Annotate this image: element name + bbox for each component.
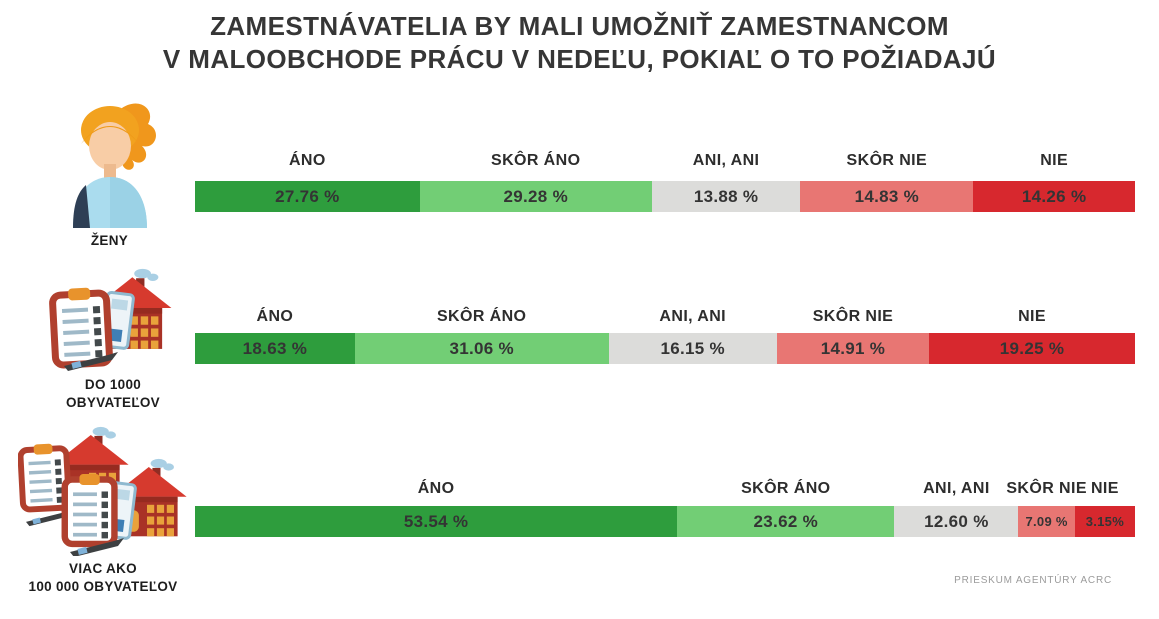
stacked-bar-row-2: 18.63 % 31.06 % 16.15 % 14.91 % 19.25 % [195,333,1135,364]
group-zeny: ŽENY [52,100,167,250]
segment-header: NIE [1018,308,1046,325]
bar-segment: 23.62 % [677,506,895,537]
chart-title: ZAMESTNÁVATELIA BY MALI UMOŽNIŤ ZAMESTNA… [0,10,1159,75]
segment-header: ÁNO [417,480,455,497]
bar-segment: 13.88 % [651,181,801,212]
group-label-zeny: ŽENY [90,233,129,248]
bar-segment: 31.06 % [354,333,609,364]
segment-headers-row-1: ÁNO SKÔR ÁNO ANI, ANI SKÔR NIE NIE [195,140,1135,170]
segment-header: ANI, ANI [923,480,990,497]
segment-header: NIE [1040,152,1069,169]
bar-segment: 16.15 % [608,333,777,364]
chart-title-line2: V MALOOBCHODE PRÁCU V NEDEĽU, POKIAĽ O T… [162,43,997,74]
segment-header: SKÔR ÁNO [491,152,581,169]
group-label-do-1000: DO 1000 OBYVATEĽOV [65,377,160,411]
segment-header: ANI, ANI [659,308,727,325]
segment-header: ÁNO [288,152,326,169]
source-note: PRIESKUM AGENTÚRY ACRC [954,575,1112,586]
segment-header: NIE [1090,480,1119,497]
bar-segment: 12.60 % [894,506,1019,537]
segment-header: SKÔR ÁNO [436,308,527,325]
bar-segment: 7.09 % [1018,506,1075,537]
woman-icon [72,103,156,228]
segment-header: ÁNO [256,308,294,325]
bar-segment: 3.15% [1074,506,1135,537]
bar-segment: 27.76 % [195,181,420,212]
city-icon [18,426,187,556]
group-viac-ako-100000: VIAC AKO 100 000 OBYVATEĽOV [0,426,206,596]
group-do-1000: DO 1000 OBYVATEĽOV [43,266,183,412]
segment-headers-row-3: ÁNO SKÔR ÁNO ANI, ANI SKÔR NIE NIE [195,468,1135,498]
bar-segment: 14.83 % [800,181,974,212]
segment-header: ANI, ANI [692,152,760,169]
bar-segment: 14.26 % [973,181,1135,212]
group-label-viac-ako-100000: VIAC AKO 100 000 OBYVATEĽOV [28,561,178,595]
bar-segment: 53.54 % [195,506,678,537]
bar-segment: 29.28 % [419,181,652,212]
segment-header: SKÔR NIE [846,152,928,169]
stacked-bar-row-1: 27.76 % 29.28 % 13.88 % 14.83 % 14.26 % [195,181,1135,212]
segment-header: SKÔR NIE [1006,480,1087,497]
segment-header: SKÔR ÁNO [741,480,831,497]
village-icon [48,268,172,371]
segment-headers-row-2: ÁNO SKÔR ÁNO ANI, ANI SKÔR NIE NIE [195,296,1135,326]
stacked-bar-row-3: 53.54 % 23.62 % 12.60 % 7.09 % 3.15% [195,506,1135,537]
chart-title-line1: ZAMESTNÁVATELIA BY MALI UMOŽNIŤ ZAMESTNA… [210,11,949,41]
segment-header: SKÔR NIE [812,308,894,325]
bar-segment: 18.63 % [195,333,355,364]
bar-segment: 14.91 % [776,333,930,364]
bar-segment: 19.25 % [929,333,1135,364]
